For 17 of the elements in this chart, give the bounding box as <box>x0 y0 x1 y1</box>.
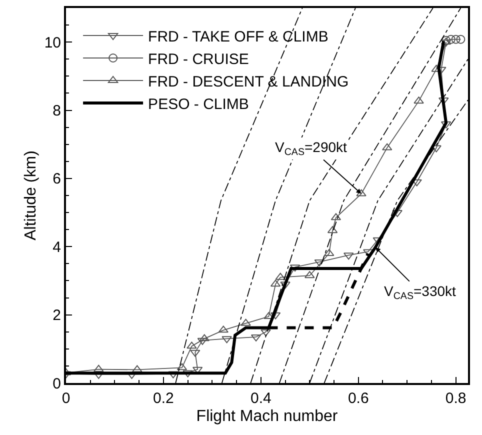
y-axis-title: Altitude (km) <box>22 150 40 240</box>
x-axis-title: Flight Mach number <box>196 408 338 426</box>
x-tick-label: 0.6 <box>348 390 369 407</box>
legend-label: PESO - CLIMB <box>148 96 249 113</box>
legend-label: FRD - CRUISE <box>148 50 249 68</box>
x-tick-label: 0.8 <box>445 390 466 407</box>
y-tick-label: 6 <box>52 170 61 188</box>
x-tick-label: 0.4 <box>250 390 272 407</box>
y-tick-label: 0 <box>52 375 61 392</box>
annotation: V$_{CAS}$=290kt <box>275 139 348 158</box>
y-tick-label: 4 <box>52 238 61 256</box>
y-tick-label: 10 <box>44 34 61 52</box>
x-tick-label: 0.2 <box>153 390 174 407</box>
y-tick-label: 2 <box>52 307 61 324</box>
y-tick-label: 8 <box>52 102 61 120</box>
annotation: V$_{CAS}$=330kt <box>384 283 456 302</box>
legend-label: FRD - DESCENT & LANDING <box>148 73 349 90</box>
